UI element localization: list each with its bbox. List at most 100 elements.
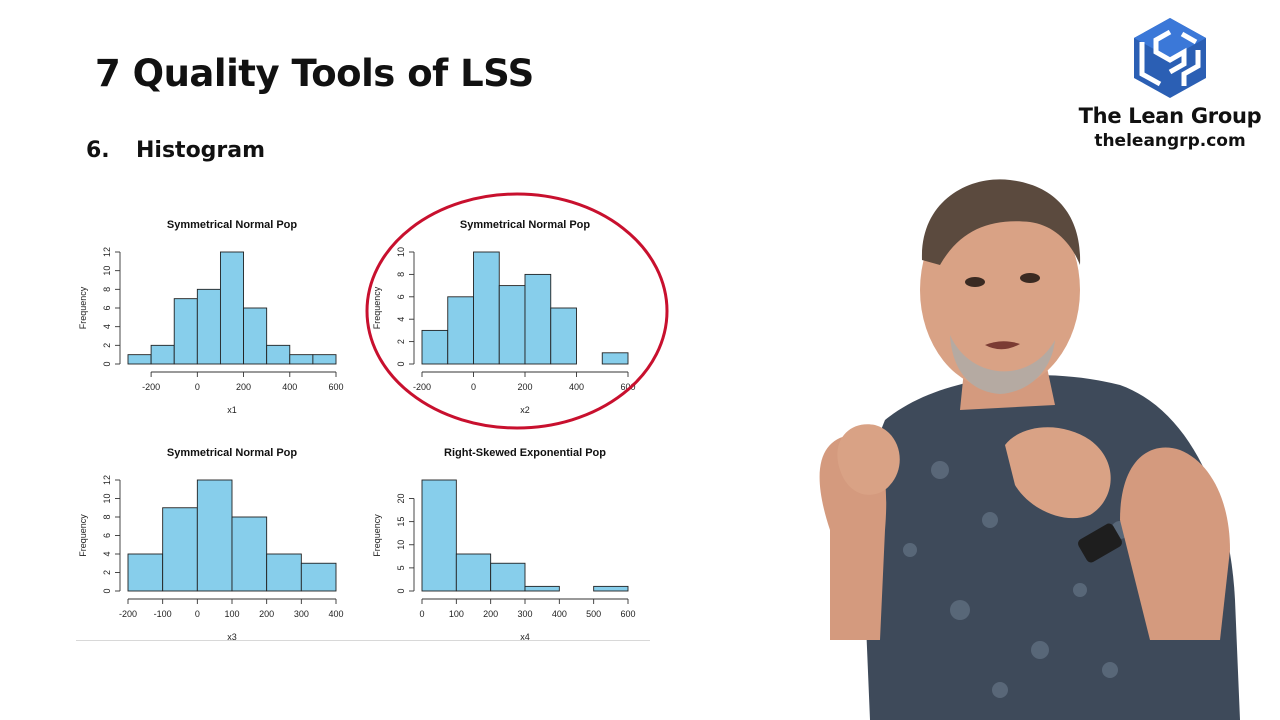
histogram-bar	[266, 553, 302, 592]
y-tick-label: 20	[396, 493, 406, 503]
histogram-chart: Symmetrical Normal Pop -200 0 200 400 600 x1 0 2…	[78, 219, 344, 415]
histogram-bar	[421, 329, 449, 365]
y-tick-label: 5	[396, 565, 406, 570]
histogram-bar	[601, 352, 629, 365]
company-logo: The Lean Group theleangrp.com	[1070, 10, 1270, 160]
histogram-bar	[300, 562, 337, 592]
y-tick-label: 10	[396, 247, 406, 257]
histogram-bar	[421, 479, 457, 592]
y-axis-label: Frequency	[78, 286, 88, 329]
histogram-bar	[524, 273, 552, 365]
histogram-bar	[243, 307, 268, 365]
y-tick-label: 2	[102, 343, 112, 348]
x-tick-label: 400	[569, 382, 584, 392]
y-tick-label: 12	[102, 247, 112, 257]
divider	[76, 640, 650, 641]
x-tick-label: 600	[620, 609, 635, 619]
y-tick-label: 4	[102, 551, 112, 556]
y-tick-label: 12	[102, 475, 112, 485]
x-axis-label: x1	[227, 405, 237, 415]
company-name: The Lean Group	[1078, 104, 1262, 128]
x-tick-label: 100	[224, 609, 239, 619]
histogram-bar	[455, 553, 492, 592]
presenter-video	[819, 179, 1240, 720]
x-tick-label: 400	[282, 382, 297, 392]
histogram-chart: Symmetrical Normal Pop -200 0 200 400 600 x2 0 2…	[372, 219, 636, 415]
y-tick-label: 10	[396, 540, 406, 550]
x-tick-label: 400	[552, 609, 567, 619]
section-number: 6.	[86, 138, 110, 163]
histogram-bar	[593, 585, 629, 592]
histogram-bar	[550, 307, 577, 365]
x-tick-label: 0	[419, 609, 424, 619]
histogram-bar	[196, 288, 221, 365]
chart-title: Symmetrical Normal Pop	[460, 219, 590, 231]
x-tick-label: 200	[236, 382, 251, 392]
histogram-bar	[150, 344, 175, 365]
y-tick-label: 0	[396, 588, 406, 593]
y-axis-label: Frequency	[78, 514, 88, 557]
histogram-bar	[162, 507, 198, 592]
y-tick-label: 10	[102, 266, 112, 276]
histogram-bar	[231, 516, 268, 592]
y-tick-label: 0	[102, 588, 112, 593]
histogram-bar	[266, 344, 291, 365]
histogram-bar	[173, 298, 198, 365]
chart-title: Symmetrical Normal Pop	[167, 447, 297, 459]
histogram-bar	[473, 251, 500, 365]
chart-title: Symmetrical Normal Pop	[167, 219, 297, 231]
x-axis-label: x2	[520, 405, 530, 415]
highlight-circle	[365, 192, 669, 430]
y-tick-label: 8	[396, 272, 406, 277]
x-tick-label: 200	[517, 382, 532, 392]
x-tick-label: 200	[259, 609, 274, 619]
x-tick-label: 0	[195, 609, 200, 619]
section-heading: 6. Histogram	[86, 138, 265, 163]
x-tick-label: -200	[119, 609, 137, 619]
y-axis-label: Frequency	[372, 286, 382, 329]
y-tick-label: 6	[396, 294, 406, 299]
histogram-bar	[312, 354, 337, 365]
x-tick-label: 300	[517, 609, 532, 619]
x-tick-label: 600	[328, 382, 343, 392]
x-tick-label: 200	[483, 609, 498, 619]
x-tick-label: -100	[154, 609, 172, 619]
histogram-bar	[127, 354, 152, 365]
y-tick-label: 0	[102, 361, 112, 366]
histogram-chart: Symmetrical Normal Pop-200 -100 0 100 200 300…	[78, 447, 344, 642]
histogram-bar	[524, 585, 560, 592]
slide-title: 7 Quality Tools of LSS	[95, 52, 534, 95]
y-axis-label: Frequency	[372, 514, 382, 557]
x-tick-label: 400	[328, 609, 343, 619]
histogram-bar	[289, 354, 314, 365]
lean-group-cube-logo-icon	[1134, 18, 1206, 98]
x-tick-label: 100	[449, 609, 464, 619]
y-tick-label: 2	[396, 339, 406, 344]
y-tick-label: 4	[396, 317, 406, 322]
y-tick-label: 2	[102, 570, 112, 575]
histogram-bar	[219, 251, 245, 365]
y-tick-label: 8	[102, 514, 112, 519]
x-axis-label: x3	[227, 632, 237, 642]
x-tick-label: 0	[195, 382, 200, 392]
y-tick-label: 6	[102, 305, 112, 310]
y-tick-label: 10	[102, 493, 112, 503]
y-tick-label: 4	[102, 324, 112, 329]
x-axis-label: x4	[520, 632, 530, 642]
histogram-bar	[447, 296, 474, 365]
x-tick-label: -200	[413, 382, 431, 392]
x-tick-label: 500	[586, 609, 601, 619]
x-tick-label: 600	[620, 382, 635, 392]
x-tick-label: 0	[471, 382, 476, 392]
histogram-bar	[498, 285, 526, 365]
histogram-bar	[127, 553, 164, 592]
y-tick-label: 15	[396, 517, 406, 527]
histogram-bar	[196, 479, 233, 592]
company-url: theleangrp.com	[1094, 131, 1246, 151]
wristwatch	[1078, 523, 1122, 563]
y-tick-label: 0	[396, 361, 406, 366]
y-tick-label: 8	[102, 287, 112, 292]
histogram-bar	[490, 562, 526, 592]
section-label: Histogram	[136, 138, 266, 163]
